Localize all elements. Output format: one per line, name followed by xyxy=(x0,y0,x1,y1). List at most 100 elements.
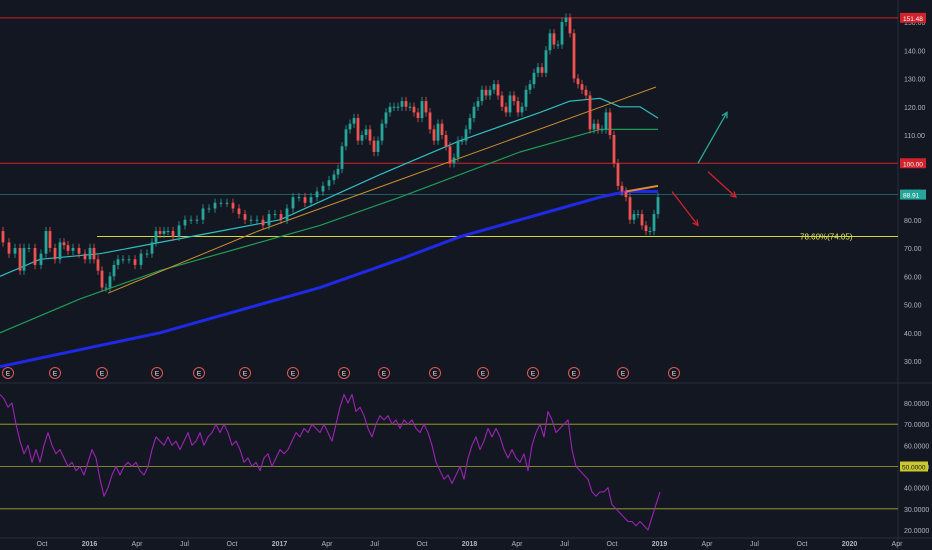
time-tick-label: Oct xyxy=(417,541,428,548)
time-tick-label: 2020 xyxy=(842,541,858,548)
candle-body xyxy=(420,101,424,119)
earnings-marker[interactable] xyxy=(96,367,108,379)
candle-body xyxy=(48,231,52,248)
earnings-marker-label: E xyxy=(531,371,536,378)
candle-body xyxy=(255,219,259,221)
earnings-marker[interactable] xyxy=(151,367,163,379)
earnings-marker[interactable] xyxy=(429,367,441,379)
osc-tick-label: 80.0000 xyxy=(904,401,929,408)
candle-body xyxy=(92,248,96,260)
time-tick-label: Apr xyxy=(892,541,904,548)
earnings-marker-label: E xyxy=(100,371,105,378)
candle-body xyxy=(424,101,428,113)
earnings-marker[interactable] xyxy=(239,367,251,379)
candle-body xyxy=(18,248,22,271)
candle-body xyxy=(77,248,81,254)
candle-body xyxy=(448,146,452,164)
earnings-marker[interactable] xyxy=(287,367,299,379)
candle-body xyxy=(472,106,476,119)
candle-body xyxy=(528,84,532,90)
earnings-marker[interactable] xyxy=(568,367,580,379)
earnings-marker[interactable] xyxy=(477,367,489,379)
candle-body xyxy=(516,101,520,113)
candle-body xyxy=(249,219,253,221)
orange-segment xyxy=(625,184,659,193)
candle-body xyxy=(58,242,62,260)
candle-body xyxy=(83,253,87,260)
earnings-marker-label: E xyxy=(155,371,160,378)
earnings-marker-label: E xyxy=(291,371,296,378)
earnings-marker[interactable] xyxy=(668,367,680,379)
candle-body xyxy=(536,67,540,73)
earnings-marker-label: E xyxy=(382,371,387,378)
candle-body xyxy=(484,89,488,96)
osc-tick-label: 30.0000 xyxy=(904,507,929,514)
price-tick-label: 40.00 xyxy=(904,331,922,338)
candle-body xyxy=(392,106,396,108)
earnings-marker[interactable] xyxy=(378,367,390,379)
candle-body xyxy=(584,89,588,96)
oscillator-line xyxy=(0,393,661,531)
candle-body xyxy=(321,185,325,192)
candle-body xyxy=(644,225,648,232)
candle-body xyxy=(139,253,143,265)
level-price-tag-bg xyxy=(900,158,926,169)
candle-body xyxy=(213,202,217,209)
candle-body xyxy=(150,242,154,254)
candle-body xyxy=(162,231,166,234)
candle-body xyxy=(62,242,66,246)
earnings-marker[interactable] xyxy=(617,367,629,379)
candle-body xyxy=(548,33,552,51)
candle-body xyxy=(352,118,356,124)
candle-body xyxy=(636,214,640,216)
earnings-marker[interactable] xyxy=(193,367,205,379)
candle-body xyxy=(444,135,448,147)
candle-body xyxy=(408,106,412,108)
candle-body xyxy=(612,135,616,164)
current-price-tag-bg xyxy=(900,189,926,200)
candle-body xyxy=(440,123,444,135)
price-tick-label: 150.00 xyxy=(904,20,926,27)
candle-body xyxy=(456,140,460,158)
candle-body xyxy=(171,231,175,237)
earnings-marker-label: E xyxy=(572,371,577,378)
candle-body xyxy=(628,197,632,220)
earnings-marker-label: E xyxy=(197,371,202,378)
fib-level-label: 78.60%(74.05) xyxy=(800,233,853,242)
candle-body xyxy=(100,270,104,288)
price-tick-label: 110.00 xyxy=(904,133,925,140)
ma-slow-line xyxy=(0,190,658,369)
candle-body xyxy=(404,101,408,107)
candle-body xyxy=(428,112,432,130)
forecast-arrow-head xyxy=(692,219,699,227)
earnings-marker-label: E xyxy=(342,371,347,378)
candle-body xyxy=(96,259,100,271)
candle-body xyxy=(33,248,37,265)
candle-body xyxy=(154,231,158,243)
earnings-marker[interactable] xyxy=(527,367,539,379)
earnings-marker[interactable] xyxy=(2,367,14,379)
earnings-marker[interactable] xyxy=(49,367,61,379)
candle-body xyxy=(564,17,568,22)
forecast-arrow xyxy=(707,171,737,198)
forecast-arrow xyxy=(697,112,728,164)
candle-body xyxy=(127,259,131,261)
candle-body xyxy=(261,219,265,226)
candle-body xyxy=(380,123,384,141)
ma-fast-line xyxy=(0,97,659,277)
candle-body xyxy=(556,44,560,46)
candle-body xyxy=(620,185,624,192)
forecast-arrow-head xyxy=(730,191,738,199)
candle-body xyxy=(112,264,116,277)
candle-body xyxy=(273,214,277,216)
candle-body xyxy=(303,197,307,203)
osc-tick-label: 60.0000 xyxy=(904,443,929,450)
candle-body xyxy=(600,129,604,131)
time-tick-label: Jul xyxy=(750,541,759,548)
candle-body xyxy=(66,245,70,251)
candle-body xyxy=(189,219,193,221)
candle-body xyxy=(648,231,652,233)
candle-body xyxy=(356,118,360,141)
earnings-marker[interactable] xyxy=(338,367,350,379)
